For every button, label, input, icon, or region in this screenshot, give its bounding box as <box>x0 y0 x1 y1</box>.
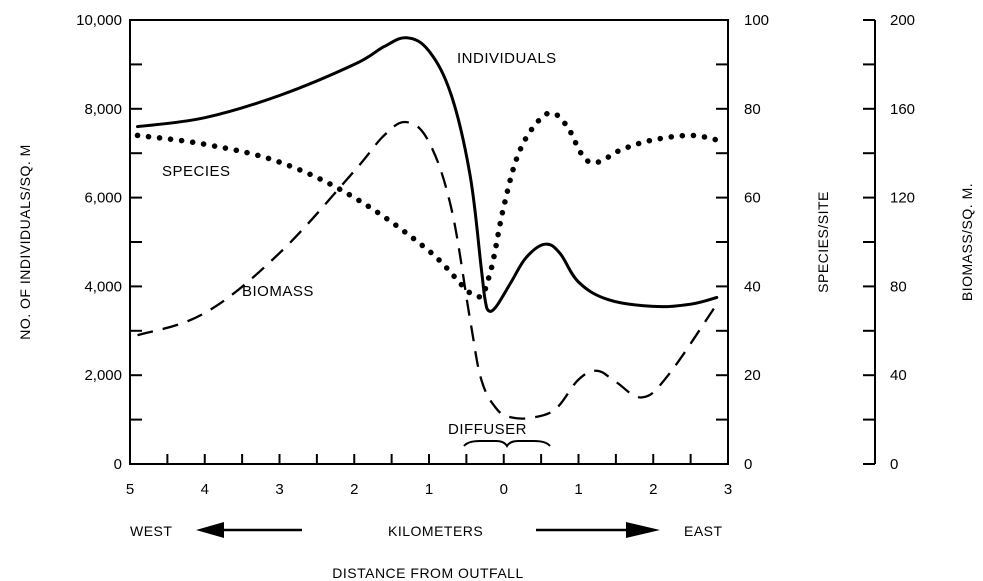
series-label-biomass: BIOMASS <box>242 283 314 300</box>
y-tick-label: 0 <box>744 456 752 473</box>
y-tick-label: 160 <box>890 101 915 118</box>
direction-east: EAST <box>684 523 723 539</box>
right-axis-title: BIOMASS/SQ. M. <box>959 183 975 301</box>
x-axis-ticks: 5 4 3 2 1 0 1 2 3 <box>126 454 732 498</box>
arrow-right-icon <box>626 522 660 538</box>
y-tick-label: 6,000 <box>84 190 122 207</box>
y-tick-label: 0 <box>890 456 898 473</box>
y-tick-label: 80 <box>890 278 907 295</box>
series-line-species <box>134 110 720 300</box>
direction-kilometers: KILOMETERS <box>388 523 483 539</box>
left-axis-ticks: 0 2,000 4,000 6,000 8,000 10,000 <box>76 12 142 473</box>
x-tick-label: 1 <box>574 481 582 498</box>
y-tick-label: 0 <box>114 456 122 473</box>
x-tick-label: 2 <box>649 481 657 498</box>
series-line-biomass <box>137 120 718 420</box>
diffuser-brace <box>463 440 551 448</box>
y-tick-label: 80 <box>744 101 761 118</box>
y-tick-label: 60 <box>744 190 761 207</box>
left-axis-title: NO. OF INDIVIDUALS/SQ. M <box>17 144 33 340</box>
arrow-left-icon <box>196 522 224 538</box>
y-tick-label: 100 <box>744 12 769 29</box>
y-tick-label: 20 <box>744 367 761 384</box>
y-tick-label: 40 <box>890 367 907 384</box>
x-tick-label: 2 <box>350 481 358 498</box>
y-tick-label: 2,000 <box>84 367 122 384</box>
middle-axis-ticks: 0 20 40 60 80 100 <box>716 12 769 473</box>
middle-axis-title: SPECIES/SITE <box>815 191 831 293</box>
y-tick-label: 40 <box>744 278 761 295</box>
series-label-individuals: INDIVIDUALS <box>457 50 557 67</box>
right-axis-ticks: 0 40 80 120 160 200 <box>863 12 915 473</box>
x-tick-label: 0 <box>500 481 508 498</box>
x-tick-label: 4 <box>201 481 209 498</box>
y-tick-label: 4,000 <box>84 278 122 295</box>
x-tick-label: 3 <box>724 481 732 498</box>
y-tick-label: 10,000 <box>76 12 122 29</box>
y-tick-label: 8,000 <box>84 101 122 118</box>
x-tick-label: 3 <box>275 481 283 498</box>
series-line-individuals <box>136 36 719 313</box>
y-tick-label: 120 <box>890 190 915 207</box>
x-tick-label: 5 <box>126 481 134 498</box>
x-axis-title: DISTANCE FROM OUTFALL <box>332 565 523 581</box>
series-label-species: SPECIES <box>162 163 231 180</box>
y-tick-label: 200 <box>890 12 915 29</box>
x-tick-label: 1 <box>425 481 433 498</box>
direction-west: WEST <box>130 523 172 539</box>
diffuser-label: DIFFUSER <box>448 421 527 438</box>
